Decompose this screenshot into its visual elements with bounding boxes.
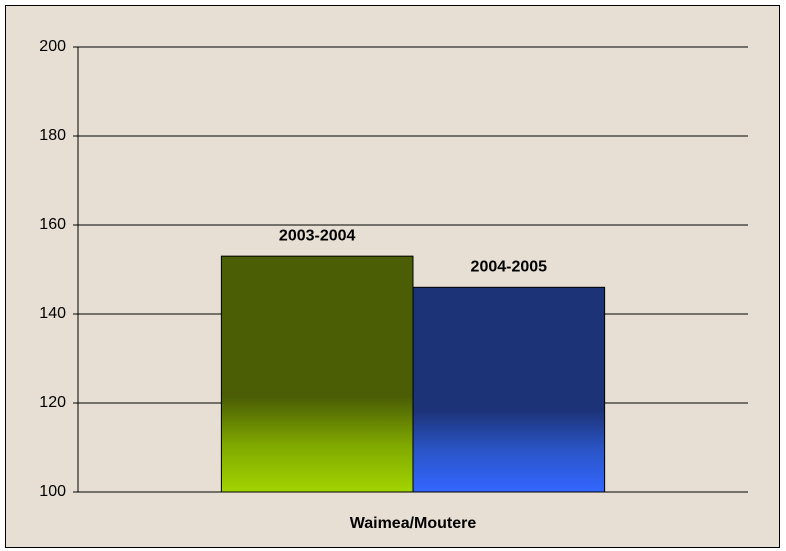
data-label: 2003-2004 <box>279 227 356 244</box>
data-label: 2004-2005 <box>471 259 548 276</box>
y-tick-label: 160 <box>39 216 66 233</box>
y-tick-label: 180 <box>39 127 66 144</box>
x-tick-label: Waimea/Moutere <box>350 515 477 532</box>
y-tick-label: 140 <box>39 305 66 322</box>
bar <box>220 255 414 493</box>
y-tick-label: 120 <box>39 394 66 411</box>
y-tick-label: 200 <box>39 38 66 55</box>
y-tick-label: 100 <box>39 483 66 500</box>
bar <box>412 286 606 493</box>
